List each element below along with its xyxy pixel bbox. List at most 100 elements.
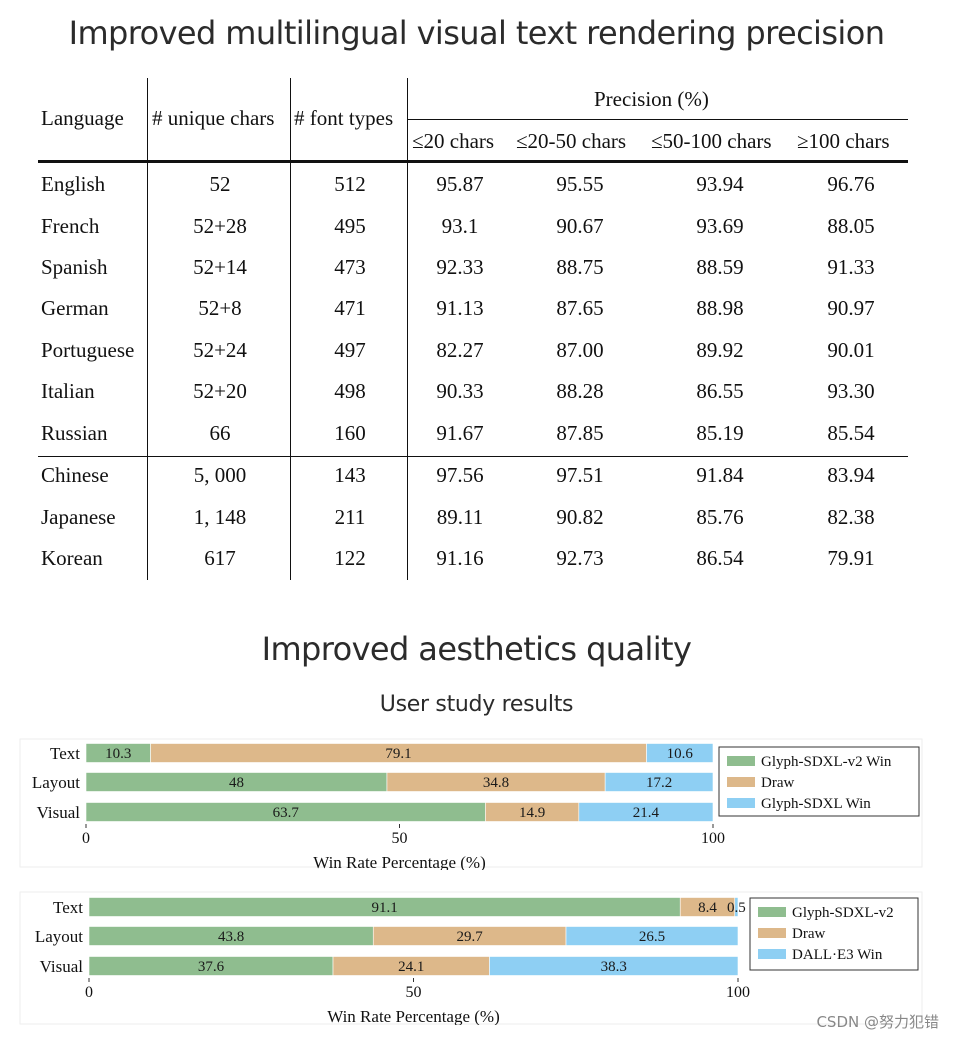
category-label: Layout bbox=[35, 927, 83, 946]
x-tick-label: 50 bbox=[392, 830, 408, 847]
bar-segment bbox=[646, 743, 714, 763]
legend-swatch bbox=[758, 928, 786, 938]
row-precision-3: 88.98 bbox=[696, 296, 744, 320]
bar-segment bbox=[734, 897, 739, 917]
row-precision-1: 91.13 bbox=[436, 296, 484, 320]
top-rule bbox=[38, 160, 908, 163]
row-font-types: 160 bbox=[334, 421, 366, 445]
row-language: Portuguese bbox=[41, 338, 135, 362]
legend-entry: Glyph-SDXL-v2 bbox=[792, 905, 894, 921]
chart-1-svg: 10.3 79.1 10.6 Text 48 34.8 17.2 Layout 63.7 14.9… bbox=[19, 738, 923, 872]
bar-value-label: 8.4 bbox=[698, 900, 717, 916]
header-language: Language bbox=[41, 106, 124, 130]
row-unique-chars: 52 bbox=[209, 172, 231, 196]
bar-value-label: 14.9 bbox=[519, 805, 545, 821]
row-font-types: 473 bbox=[334, 255, 366, 279]
bar-segment bbox=[489, 956, 739, 976]
row-precision-1: 91.16 bbox=[436, 546, 484, 570]
bar-value-label: 37.6 bbox=[198, 959, 225, 975]
row-unique-chars: 66 bbox=[209, 421, 231, 445]
legend-swatch bbox=[758, 949, 786, 959]
row-unique-chars: 52+14 bbox=[193, 255, 247, 279]
bar-value-label: 10.6 bbox=[667, 746, 694, 762]
row-precision-3: 93.94 bbox=[696, 172, 744, 196]
group-rule bbox=[38, 456, 908, 458]
row-precision-3: 88.59 bbox=[696, 255, 744, 279]
section-title: Improved aesthetics quality bbox=[261, 630, 692, 668]
chart-2-svg: 91.1 8.4 0.5 Text 43.8 29.7 26.5 Layout 37.6 24.1… bbox=[19, 891, 923, 1026]
row-unique-chars: 52+8 bbox=[198, 296, 242, 320]
row-precision-1: 95.87 bbox=[436, 172, 484, 196]
legend-swatch bbox=[727, 777, 755, 787]
bar-segment bbox=[565, 926, 739, 946]
bar-value-label: 48 bbox=[229, 775, 244, 791]
precision-table: Language # unique chars # font types Pre… bbox=[38, 78, 908, 580]
header-precision: Precision (%) bbox=[594, 87, 709, 111]
bar-value-label: 34.8 bbox=[483, 775, 509, 791]
col-divider-2 bbox=[290, 78, 292, 580]
row-precision-3: 86.55 bbox=[696, 379, 744, 403]
category-label: Visual bbox=[40, 957, 84, 976]
row-unique-chars: 52+24 bbox=[193, 338, 247, 362]
chart-frame bbox=[19, 738, 923, 868]
col-divider-1 bbox=[147, 78, 149, 580]
row-precision-2: 97.51 bbox=[556, 463, 604, 487]
row-precision-2: 87.65 bbox=[556, 296, 604, 320]
row-precision-4: 91.33 bbox=[827, 255, 875, 279]
header-sub-2: ≤20-50 chars bbox=[516, 129, 627, 153]
x-tick-label: 50 bbox=[406, 984, 422, 1001]
category-label: Layout bbox=[32, 773, 80, 792]
row-font-types: 498 bbox=[334, 379, 366, 403]
row-precision-4: 82.38 bbox=[827, 505, 875, 529]
row-font-types: 122 bbox=[334, 546, 366, 570]
row-language: Japanese bbox=[41, 505, 116, 529]
row-precision-2: 88.28 bbox=[556, 379, 604, 403]
category-label: Text bbox=[53, 898, 83, 917]
legend-swatch bbox=[727, 756, 755, 766]
row-font-types: 495 bbox=[334, 214, 366, 238]
row-precision-4: 88.05 bbox=[827, 214, 875, 238]
user-study-chart-2: 91.1 8.4 0.5 Text 43.8 29.7 26.5 Layout 37.6 24.1… bbox=[0, 890, 953, 1026]
category-label: Text bbox=[50, 744, 80, 763]
row-language: Russian bbox=[41, 421, 108, 445]
header-unique-chars: # unique chars bbox=[152, 106, 275, 130]
row-precision-1: 92.33 bbox=[436, 255, 484, 279]
row-precision-2: 87.85 bbox=[556, 421, 604, 445]
page-title: Improved multilingual visual text render… bbox=[68, 14, 885, 52]
legend-entry: DALL·E3 Win bbox=[792, 947, 883, 963]
row-language: Italian bbox=[41, 379, 95, 403]
row-precision-3: 85.76 bbox=[696, 505, 744, 529]
row-precision-1: 82.27 bbox=[436, 338, 484, 362]
bar-value-label: 21.4 bbox=[633, 805, 660, 821]
watermark: CSDN @努力犯错 bbox=[816, 1013, 939, 1031]
row-precision-4: 96.76 bbox=[827, 172, 875, 196]
bar-value-label: 38.3 bbox=[601, 959, 627, 975]
col-divider-3 bbox=[407, 78, 409, 580]
row-precision-1: 91.67 bbox=[436, 421, 484, 445]
chart-frame bbox=[19, 891, 923, 1025]
x-tick-label: 100 bbox=[726, 984, 750, 1001]
row-language: Korean bbox=[41, 546, 103, 570]
row-unique-chars: 5, 000 bbox=[193, 463, 247, 487]
category-label: Visual bbox=[37, 803, 81, 822]
row-language: French bbox=[41, 214, 100, 238]
legend-entry: Draw bbox=[792, 926, 825, 942]
legend-swatch bbox=[758, 907, 786, 917]
row-precision-3: 85.19 bbox=[696, 421, 744, 445]
x-tick-label: 0 bbox=[82, 830, 90, 847]
chart-subtitle: User study results bbox=[379, 692, 574, 717]
row-precision-2: 90.82 bbox=[556, 505, 604, 529]
row-font-types: 143 bbox=[334, 463, 366, 487]
row-precision-1: 89.11 bbox=[436, 505, 484, 529]
user-study-chart-1: 10.3 79.1 10.6 Text 48 34.8 17.2 Layout 63.7 14.9… bbox=[0, 735, 953, 872]
row-font-types: 471 bbox=[334, 296, 366, 320]
row-precision-1: 90.33 bbox=[436, 379, 484, 403]
row-font-types: 211 bbox=[334, 505, 366, 529]
row-language: Spanish bbox=[41, 255, 108, 279]
bar-segment bbox=[604, 772, 714, 792]
row-precision-3: 89.92 bbox=[696, 338, 744, 362]
x-axis-label: Win Rate Percentage (%) bbox=[313, 853, 486, 870]
header-sub-3: ≤50-100 chars bbox=[651, 129, 772, 153]
row-unique-chars: 1, 148 bbox=[193, 505, 247, 529]
row-precision-4: 90.01 bbox=[827, 338, 875, 362]
